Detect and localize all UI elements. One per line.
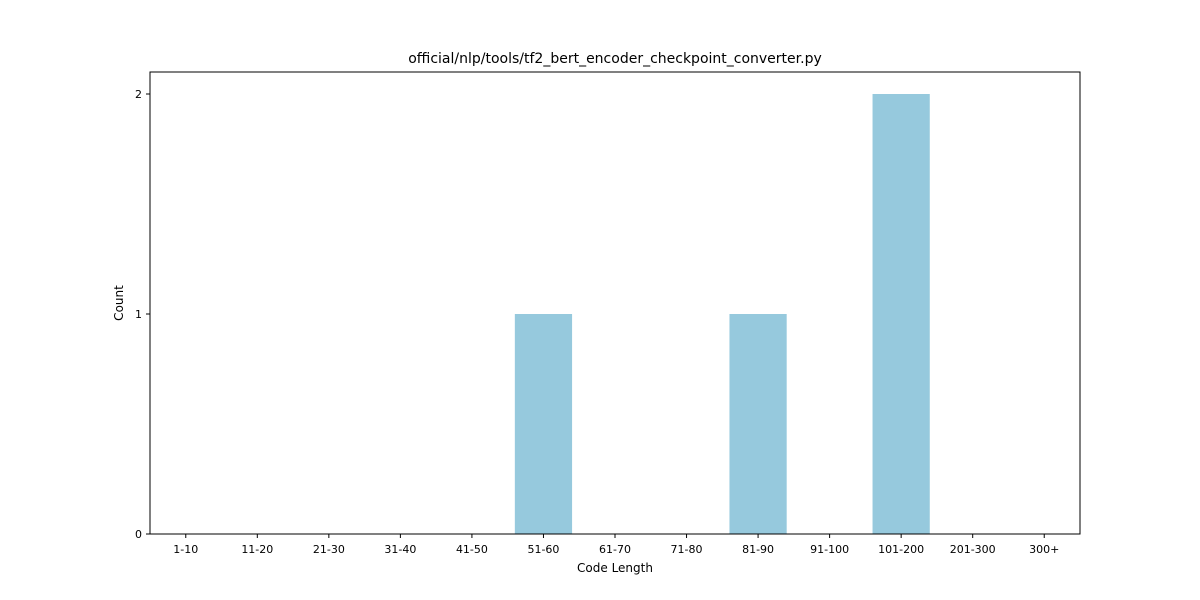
x-tick-label: 81-90 bbox=[742, 543, 774, 556]
plot-frame bbox=[149, 71, 1081, 535]
x-tick-label: 91-100 bbox=[810, 543, 849, 556]
y-axis: 0 1 2 bbox=[135, 88, 150, 541]
x-tick-label: 31-40 bbox=[384, 543, 416, 556]
x-tick-label: 61-70 bbox=[599, 543, 631, 556]
bar-51-60 bbox=[514, 314, 573, 534]
bar-101-200 bbox=[872, 94, 930, 534]
x-tick-label: 201-300 bbox=[950, 543, 996, 556]
x-tick-label: 1-10 bbox=[173, 543, 198, 556]
x-tick-label: 71-80 bbox=[671, 543, 703, 556]
y-tick-label: 1 bbox=[135, 308, 142, 321]
x-axis: 1-10 11-20 21-30 31-40 41-50 51-60 61-70 71-80 8… bbox=[173, 534, 1059, 556]
x-tick-label: 21-30 bbox=[313, 543, 345, 556]
y-tick-label: 0 bbox=[135, 528, 142, 541]
x-axis-label: Code Length bbox=[577, 561, 653, 575]
x-tick-label: 11-20 bbox=[241, 543, 273, 556]
chart-title: official/nlp/tools/tf2_bert_encoder_chec… bbox=[408, 51, 822, 67]
x-tick-label: 51-60 bbox=[527, 543, 559, 556]
bars-layer bbox=[514, 94, 930, 534]
x-tick-label: 41-50 bbox=[456, 543, 488, 556]
y-axis-label: Count bbox=[112, 285, 126, 321]
x-tick-label: 101-200 bbox=[878, 543, 924, 556]
y-tick-label: 2 bbox=[135, 88, 142, 101]
bar-81-90 bbox=[729, 314, 787, 534]
x-tick-label: 300+ bbox=[1029, 543, 1059, 556]
